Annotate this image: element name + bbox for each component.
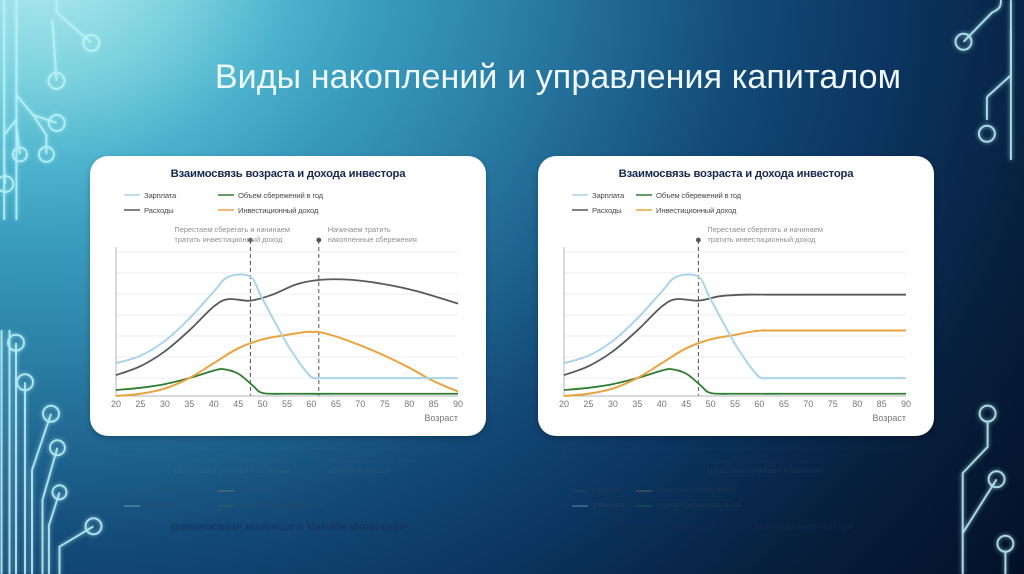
svg-text:Объем сбережений в год: Объем сбережений в год xyxy=(238,501,324,510)
svg-text:90: 90 xyxy=(453,399,463,409)
svg-text:Взаимосвязь возраста и дохода: Взаимосвязь возраста и дохода инвестора xyxy=(619,521,855,533)
svg-text:накопленные сбережения: накопленные сбережения xyxy=(328,457,417,466)
svg-text:85: 85 xyxy=(429,399,439,409)
svg-text:30: 30 xyxy=(160,399,170,409)
svg-text:25: 25 xyxy=(583,399,593,409)
svg-text:35: 35 xyxy=(184,399,194,409)
svg-text:75: 75 xyxy=(380,399,390,409)
svg-text:45: 45 xyxy=(681,399,691,409)
svg-text:30: 30 xyxy=(608,399,618,409)
svg-text:Начинаем тратить: Начинаем тратить xyxy=(328,225,391,234)
svg-text:65: 65 xyxy=(779,399,789,409)
svg-text:Перестаем сберегать и начинаем: Перестаем сберегать и начинаем xyxy=(174,225,290,234)
svg-text:Инвестиционный доход: Инвестиционный доход xyxy=(656,206,737,215)
svg-text:80: 80 xyxy=(852,399,862,409)
svg-text:Инвестиционный доход: Инвестиционный доход xyxy=(656,486,737,495)
svg-text:65: 65 xyxy=(331,399,341,409)
svg-text:тратить инвестиционный доход: тратить инвестиционный доход xyxy=(707,235,816,244)
svg-text:Объем сбережений в год: Объем сбережений в год xyxy=(656,191,742,200)
svg-text:Перестаем сберегать и начинаем: Перестаем сберегать и начинаем xyxy=(707,225,823,234)
svg-text:Взаимосвязь возраста и дохода: Взаимосвязь возраста и дохода инвестора xyxy=(171,168,407,180)
svg-text:Объем сбережений в год: Объем сбережений в год xyxy=(656,501,742,510)
svg-text:85: 85 xyxy=(877,399,887,409)
svg-text:Инвестиционный доход: Инвестиционный доход xyxy=(238,486,319,495)
svg-text:Зарплата: Зарплата xyxy=(592,191,625,200)
svg-text:Взаимосвязь возраста и дохода: Взаимосвязь возраста и дохода инвестора xyxy=(619,168,855,180)
svg-text:55: 55 xyxy=(730,399,740,409)
svg-text:35: 35 xyxy=(632,399,642,409)
svg-text:20: 20 xyxy=(559,399,569,409)
svg-text:Объем сбережений в год: Объем сбережений в год xyxy=(238,191,324,200)
svg-text:45: 45 xyxy=(233,399,243,409)
svg-text:Расходы: Расходы xyxy=(592,486,621,495)
svg-text:50: 50 xyxy=(258,399,268,409)
svg-text:тратить инвестиционный доход: тратить инвестиционный доход xyxy=(174,235,283,244)
svg-text:60: 60 xyxy=(306,399,316,409)
svg-text:Зарплата: Зарплата xyxy=(592,501,625,510)
svg-text:80: 80 xyxy=(404,399,414,409)
svg-text:70: 70 xyxy=(355,399,365,409)
svg-text:Начинаем тратить: Начинаем тратить xyxy=(328,467,391,476)
svg-text:Перестаем сберегать и начинаем: Перестаем сберегать и начинаем xyxy=(174,467,290,476)
svg-text:75: 75 xyxy=(828,399,838,409)
svg-text:Перестаем сберегать и начинаем: Перестаем сберегать и начинаем xyxy=(707,467,823,476)
svg-text:Расходы: Расходы xyxy=(592,206,621,215)
svg-text:тратить инвестиционный доход: тратить инвестиционный доход xyxy=(707,457,816,466)
svg-text:Инвестиционный доход: Инвестиционный доход xyxy=(238,206,319,215)
svg-text:55: 55 xyxy=(282,399,292,409)
svg-text:50: 50 xyxy=(706,399,716,409)
svg-text:тратить инвестиционный доход: тратить инвестиционный доход xyxy=(174,457,283,466)
svg-text:40: 40 xyxy=(209,399,219,409)
svg-text:40: 40 xyxy=(657,399,667,409)
svg-text:накопленные сбережения: накопленные сбережения xyxy=(328,235,417,244)
svg-text:Взаимосвязь возраста и дохода: Взаимосвязь возраста и дохода инвестора xyxy=(171,521,407,533)
svg-text:70: 70 xyxy=(803,399,813,409)
svg-text:Возраст: Возраст xyxy=(424,413,458,423)
svg-text:60: 60 xyxy=(754,399,764,409)
